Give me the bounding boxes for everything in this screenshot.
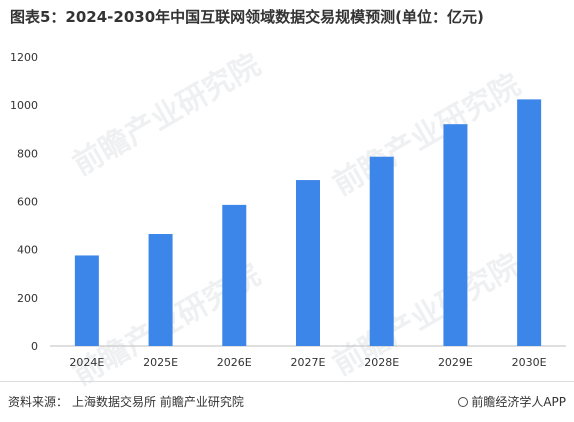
y-tick-label: 1000 <box>10 99 38 112</box>
x-tick-label: 2024E <box>69 356 104 369</box>
x-tick-label: 2027E <box>291 356 326 369</box>
bar-2027E <box>296 180 320 346</box>
x-tick-label: 2029E <box>438 356 473 369</box>
brand-credit: 前瞻经济学人APP <box>458 393 566 410</box>
bar-2026E <box>222 204 247 346</box>
x-tick-label: 2028E <box>364 356 399 369</box>
y-tick-label: 0 <box>31 340 38 353</box>
y-tick-label: 800 <box>17 147 38 160</box>
x-tick-label: 2025E <box>143 356 178 369</box>
x-tick-label: 2030E <box>512 356 547 369</box>
y-tick-label: 600 <box>17 196 38 209</box>
bar-2029E <box>443 124 468 346</box>
brand-text: 前瞻经济学人APP <box>471 395 566 409</box>
bar-2028E <box>369 156 394 346</box>
qianzhan-logo-icon <box>458 397 469 407</box>
y-tick-label: 200 <box>17 292 38 305</box>
footer-divider <box>0 381 574 382</box>
bar-2030E <box>517 99 542 347</box>
y-tick-label: 400 <box>17 244 38 257</box>
chart-title: 图表5：2024-2030年中国互联网领域数据交易规模预测(单位：亿元) <box>10 8 484 26</box>
bar-2025E <box>148 234 173 346</box>
source-note: 资料来源： 上海数据交易所 前瞻产业研究院 <box>8 393 244 410</box>
bar-2024E <box>74 255 99 346</box>
bar-chart: 0 200 400 600 800 1000 1200 2024E 2025E 2026E 2027… <box>10 51 566 369</box>
y-tick-label: 1200 <box>10 51 38 64</box>
x-tick-label: 2026E <box>217 356 252 369</box>
source-label: 资料来源： <box>8 395 69 409</box>
source-text: 上海数据交易所 前瞻产业研究院 <box>72 395 244 409</box>
